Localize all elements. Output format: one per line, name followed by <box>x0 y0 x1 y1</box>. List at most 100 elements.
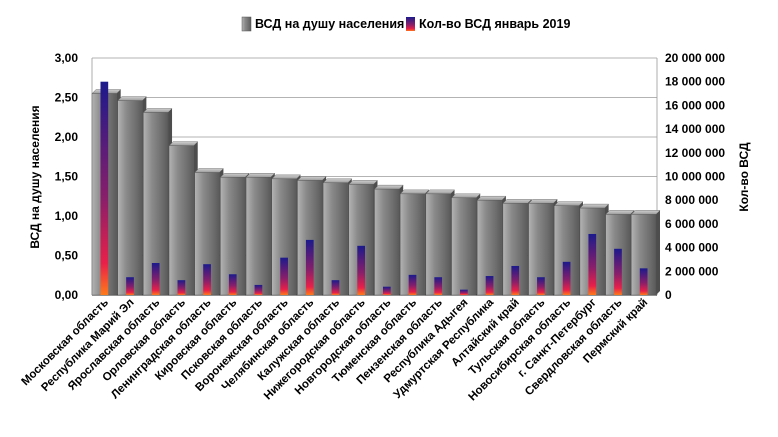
bar-per-capita <box>374 188 400 296</box>
category-group <box>117 96 147 296</box>
category-group <box>245 173 276 296</box>
bar-top-per-capita <box>502 199 533 204</box>
y2-tick-label: 16 000 000 <box>665 98 725 112</box>
bar-top-per-capita <box>322 178 353 184</box>
bar-count <box>434 277 443 295</box>
bar-count <box>537 277 545 295</box>
category-group <box>194 168 224 296</box>
category-group <box>322 178 353 296</box>
bar-per-capita <box>322 182 349 296</box>
category-group <box>476 195 507 296</box>
bar-count <box>126 277 134 295</box>
bar-top-per-capita <box>630 210 661 215</box>
category-group <box>142 108 173 296</box>
bar-count <box>357 245 366 295</box>
bar-top-per-capita <box>219 173 250 178</box>
bar-top-per-capita <box>425 189 456 195</box>
bar-top-per-capita <box>168 141 199 146</box>
y2-tick-label: 20 000 000 <box>665 51 725 65</box>
y-tick-label: 1,50 <box>55 170 79 184</box>
bar-count <box>305 239 314 295</box>
legend: ВСД на душу населения Кол-во ВСД январь … <box>241 16 570 32</box>
bar-top-per-capita <box>194 168 224 173</box>
category-group <box>528 199 558 296</box>
y-tick-label: 0,50 <box>55 249 79 263</box>
y2-tick-label: 2 000 000 <box>665 264 719 278</box>
bar-per-capita <box>117 100 143 296</box>
bar-count <box>511 265 520 295</box>
bar-top-per-capita <box>374 184 404 190</box>
bar-count <box>460 289 468 295</box>
bar-top-per-capita <box>399 189 430 195</box>
y-tick-label: 2,50 <box>55 91 79 105</box>
category-group <box>605 210 635 296</box>
category-group <box>271 174 301 296</box>
bar-per-capita <box>245 177 271 296</box>
bars <box>91 81 661 296</box>
bar-count <box>228 274 237 295</box>
bar-count <box>485 276 494 295</box>
category-group <box>553 201 584 296</box>
y2-axis-title: Кол-во ВСД <box>737 142 751 212</box>
category-group <box>579 203 610 296</box>
bar-top-per-capita <box>245 173 276 178</box>
bar-top-per-capita <box>476 195 507 201</box>
legend-swatch-series-2 <box>406 17 415 31</box>
category-group <box>630 210 661 296</box>
bar-top-per-capita <box>296 176 327 181</box>
bar-count <box>588 233 597 295</box>
bar-top-per-capita <box>605 210 635 215</box>
y2-tick-label: 14 000 000 <box>665 122 725 136</box>
y2-axis-ticks: 0 2 000 000 4 000 000 6 000 000 8 000 000 10 … <box>665 51 725 302</box>
category-group <box>296 176 327 296</box>
bar-top-per-capita <box>579 203 610 209</box>
y2-tick-label: 0 <box>665 288 672 302</box>
bar-count <box>614 248 622 295</box>
bar-per-capita <box>451 197 477 296</box>
y2-tick-label: 10 000 000 <box>665 170 725 184</box>
y2-tick-label: 12 000 000 <box>665 146 725 160</box>
bar-count <box>331 280 340 295</box>
bar-count <box>177 280 186 295</box>
category-group <box>502 199 533 296</box>
legend-swatch-series-1 <box>241 16 252 32</box>
bar-per-capita <box>168 145 194 296</box>
y-axis-title: ВСД на душу населения <box>28 105 42 248</box>
bar-count <box>280 257 288 295</box>
bar-side-per-capita <box>656 210 660 295</box>
category-group <box>374 184 404 296</box>
bar-count <box>151 263 160 295</box>
category-group <box>91 81 122 296</box>
bar-count <box>203 264 211 295</box>
category-group <box>219 173 250 296</box>
bar-top-per-capita <box>117 96 147 101</box>
category-group <box>168 141 199 296</box>
y-tick-label: 2,00 <box>55 130 79 144</box>
bar-top-per-capita <box>271 174 301 180</box>
y-tick-label: 3,00 <box>55 51 79 65</box>
bar-top-per-capita <box>553 201 584 206</box>
y2-tick-label: 8 000 000 <box>665 193 719 207</box>
bar-top-per-capita <box>348 180 378 185</box>
bar-count <box>254 284 263 295</box>
y-tick-label: 0,00 <box>55 288 79 302</box>
bar-top-per-capita <box>528 199 558 204</box>
category-group <box>399 189 430 296</box>
category-group <box>451 193 481 296</box>
bar-count <box>382 286 391 295</box>
bar-top-per-capita <box>142 108 173 113</box>
legend-label-series-1: ВСД на душу населения <box>255 17 404 31</box>
y-tick-label: 1,00 <box>55 209 79 223</box>
y2-tick-label: 4 000 000 <box>665 241 719 255</box>
bar-count <box>100 81 109 295</box>
y2-tick-label: 6 000 000 <box>665 217 719 231</box>
bar-count <box>408 274 417 295</box>
category-group <box>425 189 456 296</box>
bar-count <box>639 268 648 295</box>
bar-count <box>562 261 571 295</box>
category-group <box>348 180 378 296</box>
legend-label-series-2: Кол-во ВСД январь 2019 <box>419 17 570 31</box>
